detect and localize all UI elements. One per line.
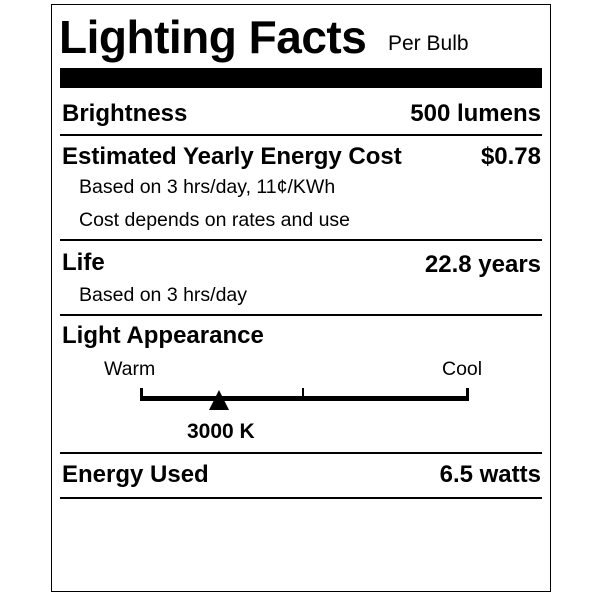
energy-cost-note: Cost depends on rates and use bbox=[79, 209, 351, 231]
life-value: 22.8 years bbox=[424, 251, 541, 278]
label-subtitle: Per Bulb bbox=[388, 32, 469, 55]
divider bbox=[60, 452, 542, 454]
brightness-value: 500 lumens bbox=[410, 100, 541, 127]
label-frame bbox=[51, 4, 551, 592]
energy-cost-note: Based on 3 hrs/day, 11¢/KWh bbox=[79, 176, 336, 198]
cool-label: Cool bbox=[442, 358, 483, 380]
energy-cost-value: $0.78 bbox=[480, 143, 541, 170]
label-title: Lighting Facts bbox=[59, 11, 367, 63]
scale-tick bbox=[466, 388, 469, 398]
divider bbox=[60, 497, 542, 499]
color-temperature-marker-icon bbox=[208, 390, 229, 410]
life-note: Based on 3 hrs/day bbox=[79, 284, 248, 306]
brightness-label: Brightness bbox=[62, 100, 188, 127]
divider bbox=[60, 239, 542, 241]
life-label: Life bbox=[62, 249, 105, 276]
divider bbox=[60, 314, 542, 316]
scale-tick bbox=[302, 388, 304, 398]
color-temperature-scale bbox=[140, 396, 469, 401]
color-temperature-value: 3000 K bbox=[187, 420, 255, 443]
divider bbox=[60, 134, 542, 136]
warm-label: Warm bbox=[104, 358, 156, 380]
light-appearance-label: Light Appearance bbox=[62, 322, 264, 349]
energy-used-label: Energy Used bbox=[62, 461, 209, 488]
energy-cost-label: Estimated Yearly Energy Cost bbox=[62, 143, 402, 170]
energy-used-value: 6.5 watts bbox=[439, 461, 541, 488]
title-bar bbox=[60, 68, 542, 88]
scale-tick bbox=[140, 388, 143, 398]
